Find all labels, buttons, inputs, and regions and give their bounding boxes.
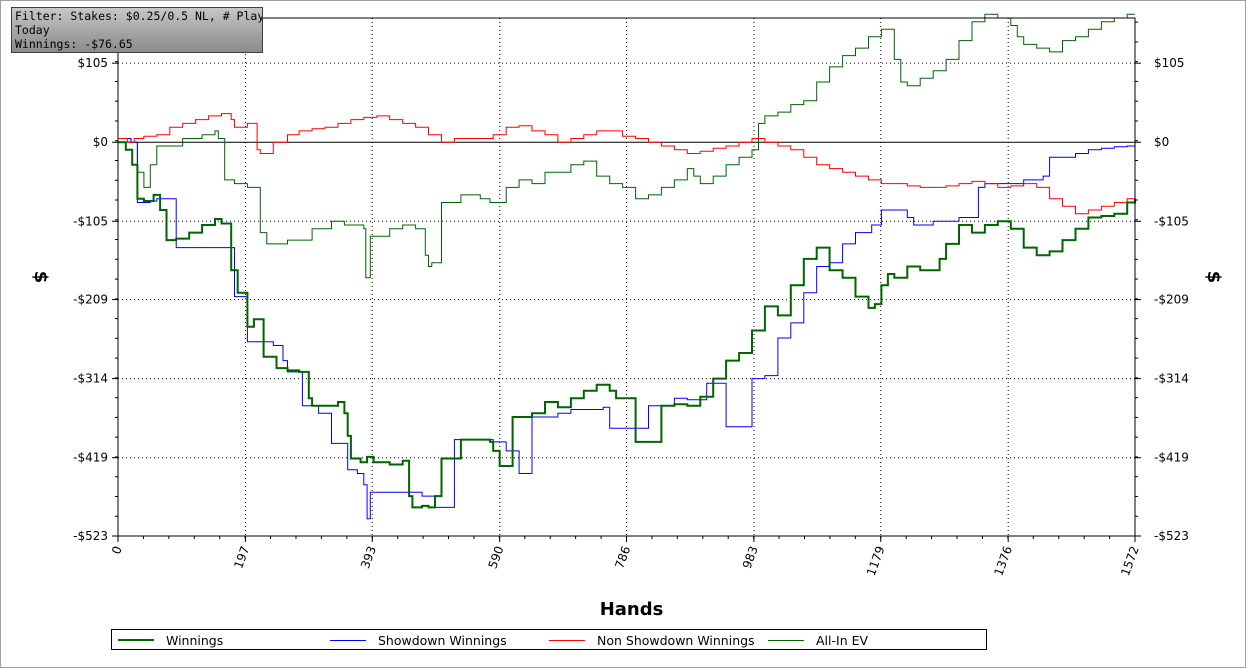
x-tick-label: 197 xyxy=(231,544,252,570)
y-tick-label-right: -$314 xyxy=(1154,372,1189,386)
filter-info-box: Filter: Stakes: $0.25/0.5 NL, # Players … xyxy=(11,7,263,53)
x-tick-label: 1572 xyxy=(1118,544,1142,577)
y-tick-label-left: $0 xyxy=(93,135,108,149)
legend-swatch-allin-ev xyxy=(768,639,804,641)
legend-item-showdown: Showdown Winnings xyxy=(330,632,507,648)
y-tick-label-right: $105 xyxy=(1154,56,1185,70)
series-line-non-showdown-winnings xyxy=(118,113,1136,215)
y-tick-label-left: -$523 xyxy=(73,529,108,543)
x-tick-label: 1179 xyxy=(864,544,888,577)
period-text: Today xyxy=(15,23,50,37)
x-tick-label: 393 xyxy=(358,544,379,570)
x-tick-label: 0 xyxy=(109,544,125,556)
legend-swatch-showdown xyxy=(330,639,366,641)
y-tick-label-right: -$209 xyxy=(1154,293,1189,307)
series-line-winnings xyxy=(118,141,1136,509)
legend-label-showdown: Showdown Winnings xyxy=(378,632,507,648)
x-tick-label: 786 xyxy=(612,544,633,570)
chart-legend: Winnings Showdown Winnings Non Showdown … xyxy=(111,629,987,650)
legend-item-allin-ev: All-In EV xyxy=(768,632,868,648)
legend-swatch-winnings xyxy=(118,639,154,641)
legend-swatch-non-showdown xyxy=(549,639,585,641)
x-tick-label: 590 xyxy=(486,544,507,570)
y-tick-label-left: -$209 xyxy=(73,293,108,307)
filter-text: Filter: Stakes: $0.25/0.5 NL, # Players xyxy=(15,9,263,23)
x-tick-label: 983 xyxy=(740,544,761,570)
grid-lines xyxy=(118,18,1135,537)
legend-label-allin-ev: All-In EV xyxy=(816,632,869,648)
series-line-all-in-ev xyxy=(118,13,1135,279)
y-tick-label-left: -$419 xyxy=(73,451,108,465)
y-tick-label-right: -$523 xyxy=(1154,529,1189,543)
series-line-showdown-winnings xyxy=(118,138,1136,520)
legend-item-non-showdown: Non Showdown Winnings xyxy=(549,632,755,648)
y-tick-label-left: -$105 xyxy=(73,214,108,228)
series-lines xyxy=(118,13,1136,520)
winnings-summary: Winnings: -$76.65 xyxy=(15,37,133,51)
y-tick-label-left: $105 xyxy=(77,56,108,70)
y-tick-label-right: -$419 xyxy=(1154,451,1189,465)
legend-label-non-showdown: Non Showdown Winnings xyxy=(597,632,755,648)
y-tick-label-right: -$105 xyxy=(1154,214,1189,228)
legend-label-winnings: Winnings xyxy=(166,632,224,648)
legend-item-winnings: Winnings xyxy=(118,632,223,648)
y-axis-title-left: $ xyxy=(30,271,51,284)
y-tick-label-left: -$314 xyxy=(73,372,108,386)
y-tick-label-right: $0 xyxy=(1154,135,1169,149)
y-axis-title-right: $ xyxy=(1203,271,1224,284)
x-axis-title: Hands xyxy=(600,599,664,620)
x-tick-label: 1376 xyxy=(991,544,1015,577)
